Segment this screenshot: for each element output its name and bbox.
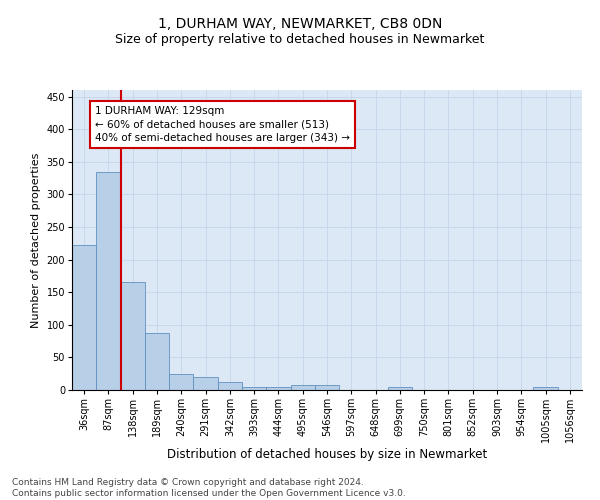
Bar — [218, 382, 242, 390]
Y-axis label: Number of detached properties: Number of detached properties — [31, 152, 41, 328]
Bar — [533, 388, 558, 390]
Text: 1, DURHAM WAY, NEWMARKET, CB8 0DN: 1, DURHAM WAY, NEWMARKET, CB8 0DN — [158, 18, 442, 32]
Bar — [72, 245, 96, 390]
Text: Contains HM Land Registry data © Crown copyright and database right 2024.
Contai: Contains HM Land Registry data © Crown c… — [12, 478, 406, 498]
Bar — [145, 334, 169, 390]
Bar — [193, 377, 218, 390]
Text: Size of property relative to detached houses in Newmarket: Size of property relative to detached ho… — [115, 32, 485, 46]
Bar — [290, 385, 315, 390]
Bar — [121, 282, 145, 390]
Bar — [242, 386, 266, 390]
Bar — [266, 386, 290, 390]
Bar — [315, 385, 339, 390]
Bar — [388, 386, 412, 390]
Bar — [169, 374, 193, 390]
Bar — [96, 172, 121, 390]
Text: 1 DURHAM WAY: 129sqm
← 60% of detached houses are smaller (513)
40% of semi-deta: 1 DURHAM WAY: 129sqm ← 60% of detached h… — [95, 106, 350, 142]
X-axis label: Distribution of detached houses by size in Newmarket: Distribution of detached houses by size … — [167, 448, 487, 461]
